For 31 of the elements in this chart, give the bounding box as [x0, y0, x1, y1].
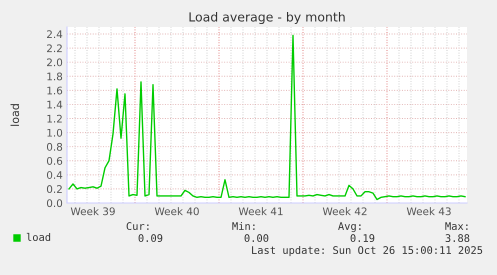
text: 0.00: [244, 234, 268, 242]
y-tick-label: 0.0: [46, 199, 62, 208]
x-tick-label: Week 42: [322, 207, 367, 216]
x-tick-label: Week 40: [154, 207, 199, 216]
text: Min:: [232, 222, 254, 230]
y-tick-label: 0.6: [46, 156, 62, 165]
text: Cur:: [126, 222, 148, 230]
text: 0.09: [138, 234, 162, 242]
y-tick-label: 1.2: [47, 114, 62, 122]
x-tick-label: Week 43: [406, 207, 451, 216]
x-tick-label: Week 39: [70, 207, 115, 216]
y-tick-label: 1.4: [47, 100, 62, 108]
y-tick-label: 2.2: [47, 44, 62, 52]
y-tick-label: 2.0: [47, 58, 62, 66]
chart-title: Load average - by month: [189, 12, 345, 24]
text: Last update: Sun Oct 26 15:00:11 2025: [252, 246, 482, 256]
legend-label: load: [26, 232, 50, 242]
text: Max:: [445, 222, 468, 230]
y-tick-label: 1.6: [47, 86, 62, 94]
text: 3.88: [446, 234, 470, 242]
x-tick-label: Week 41: [238, 207, 283, 216]
y-tick-label: 0.4: [46, 171, 62, 179]
y-axis-title: load: [10, 104, 20, 126]
text: 0.19: [350, 234, 374, 242]
text: Avg:: [338, 222, 360, 232]
y-tick-label: 0.2: [46, 185, 62, 194]
y-tick-label: 1.8: [47, 72, 62, 80]
line-series: [68, 34, 466, 200]
y-tick-label: 0.8: [46, 142, 62, 151]
y-tick-label: 1.0: [47, 128, 62, 137]
y-tick-label: 2.4: [47, 30, 62, 38]
